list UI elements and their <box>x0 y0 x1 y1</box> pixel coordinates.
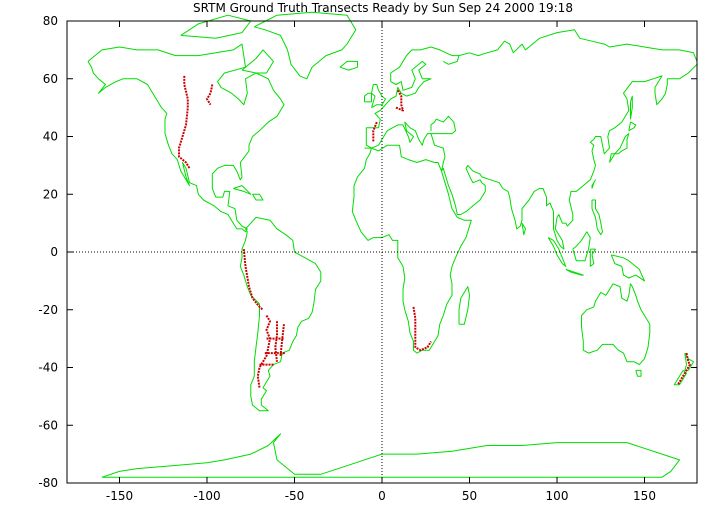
coastline-19 <box>572 231 591 262</box>
transect-4 <box>412 306 432 352</box>
coastline-6 <box>430 133 446 172</box>
coastline-12 <box>339 60 358 71</box>
transect-7 <box>274 321 278 362</box>
coastline-28 <box>521 222 526 236</box>
coastline-31 <box>241 49 274 74</box>
transect-layer <box>178 75 691 388</box>
x-tick-label: 50 <box>462 489 477 503</box>
coastline-22 <box>609 133 630 163</box>
y-tick-label: 40 <box>43 130 58 144</box>
y-tick-label: -40 <box>38 361 58 375</box>
coastline-29 <box>233 185 252 195</box>
transect-1 <box>206 84 214 106</box>
coastline-23 <box>628 121 637 132</box>
coastline-0 <box>87 43 285 233</box>
coastline-17 <box>547 237 567 267</box>
coastline-21 <box>610 254 645 282</box>
x-tick-label: 150 <box>633 489 656 503</box>
x-tick-label: -50 <box>285 489 305 503</box>
coastline-13 <box>581 283 651 366</box>
coastline-3 <box>239 216 322 412</box>
coastline-10 <box>371 84 386 109</box>
coastline-2 <box>180 14 252 39</box>
coastline-20 <box>589 248 596 267</box>
coastline-16 <box>673 370 687 386</box>
y-tick-label: -80 <box>38 476 58 490</box>
coastline-layer <box>87 11 698 478</box>
axis-ticks: -150 -100 -50 0 50 100 150 80 60 40 20 0 -20 -40 -60 -8… <box>38 14 697 503</box>
y-tick-label: -20 <box>38 303 58 317</box>
transect-6 <box>256 314 271 388</box>
coastline-14 <box>635 369 642 377</box>
x-tick-label: 0 <box>378 489 386 503</box>
x-tick-label: -150 <box>106 489 133 503</box>
y-tick-label: 60 <box>43 72 58 86</box>
coastline-11 <box>364 92 372 103</box>
coastline-18 <box>565 268 584 276</box>
y-tick-label: 20 <box>43 187 58 201</box>
coastline-4 <box>351 144 472 354</box>
coastline-24 <box>630 95 633 120</box>
transect-2 <box>372 121 378 143</box>
transect-5 <box>242 249 264 311</box>
y-tick-label: -60 <box>38 418 58 432</box>
coastline-26 <box>591 199 603 236</box>
transect-0 <box>178 75 191 169</box>
coastline-32 <box>101 433 680 478</box>
coastline-8 <box>458 29 698 62</box>
coastline-1 <box>254 11 357 80</box>
coastline-27 <box>458 286 470 325</box>
coastline-30 <box>252 193 264 201</box>
transect-11 <box>279 324 285 357</box>
coastline-25 <box>591 179 596 189</box>
transect-3 <box>395 89 404 112</box>
zero-lines <box>67 21 697 483</box>
x-tick-label: -100 <box>193 489 220 503</box>
transect-12 <box>676 352 691 386</box>
coastline-7 <box>366 46 460 129</box>
y-tick-label: 80 <box>43 14 58 28</box>
x-tick-label: 100 <box>546 489 569 503</box>
coastline-5 <box>365 115 456 149</box>
chart-title: SRTM Ground Truth Transects Ready by Sun… <box>193 1 573 15</box>
coastline-9 <box>441 63 698 250</box>
coastline-15 <box>684 352 694 371</box>
y-tick-label: 0 <box>50 245 58 259</box>
